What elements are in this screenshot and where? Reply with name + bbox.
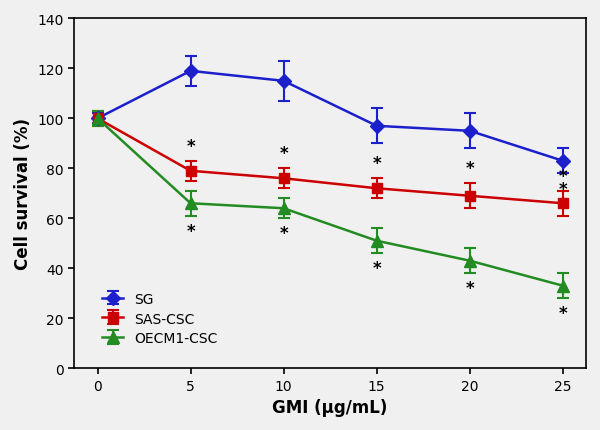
Text: *: *	[466, 160, 474, 178]
Text: *: *	[559, 305, 567, 322]
Text: *: *	[186, 137, 195, 155]
Text: *: *	[280, 145, 288, 163]
Text: *: *	[186, 222, 195, 240]
Y-axis label: Cell survival (%): Cell survival (%)	[14, 118, 32, 270]
Text: *: *	[373, 155, 381, 172]
Legend: SG, SAS-CSC, OECM1-CSC: SG, SAS-CSC, OECM1-CSC	[97, 287, 223, 351]
Text: *: *	[559, 180, 567, 198]
Text: *: *	[280, 225, 288, 243]
Text: *: *	[373, 260, 381, 278]
Text: *: *	[466, 280, 474, 298]
Text: *: *	[559, 167, 567, 185]
X-axis label: GMI (μg/mL): GMI (μg/mL)	[272, 398, 388, 416]
